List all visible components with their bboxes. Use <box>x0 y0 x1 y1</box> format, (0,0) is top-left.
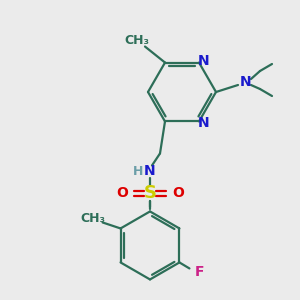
Text: F: F <box>195 266 204 279</box>
Text: N: N <box>144 164 156 178</box>
Text: O: O <box>116 186 128 200</box>
Text: CH₃: CH₃ <box>124 34 149 47</box>
Text: N: N <box>198 116 210 130</box>
Text: O: O <box>172 186 184 200</box>
Text: S: S <box>143 184 157 202</box>
Text: H: H <box>133 165 143 178</box>
Text: N: N <box>198 54 210 68</box>
Text: N: N <box>240 75 252 89</box>
Text: CH₃: CH₃ <box>80 212 105 225</box>
